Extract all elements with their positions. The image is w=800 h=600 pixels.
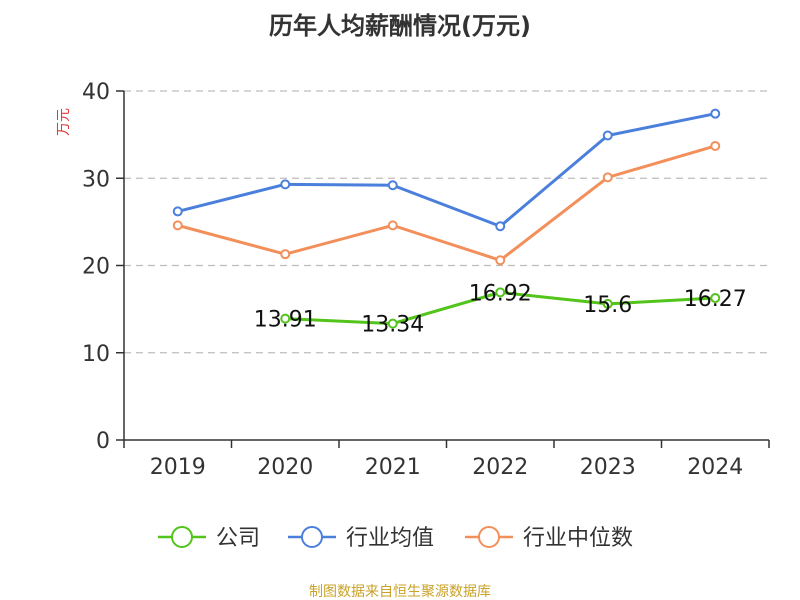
series-line-1	[177, 112, 716, 228]
x-tick-label: 2021	[365, 455, 421, 480]
axis-layer: 0 10 20 30 40 2019 2020 2021 2022 2023 2024	[82, 80, 770, 480]
data-point	[495, 255, 506, 266]
legend-marker	[301, 526, 323, 548]
legend-label: 行业均值	[346, 526, 434, 551]
data-point	[280, 179, 291, 190]
legend-label: 行业中位数	[523, 526, 633, 551]
x-tick-label: 2022	[472, 455, 528, 480]
data-point	[710, 140, 721, 151]
y-tick-label: 0	[96, 429, 110, 454]
data-label-layer: 13.91 13.34 16.92 15.6 16.27	[254, 281, 747, 337]
data-label: 13.91	[254, 308, 317, 333]
data-point	[495, 221, 506, 232]
data-label: 16.92	[469, 281, 532, 306]
y-axis-label: 万元	[56, 108, 72, 136]
data-label: 16.27	[684, 287, 747, 312]
data-label: 15.6	[583, 293, 632, 318]
data-label: 13.34	[361, 313, 424, 338]
data-point	[387, 318, 398, 329]
x-tick-label: 2023	[580, 455, 636, 480]
data-point	[495, 287, 506, 298]
data-point	[710, 108, 721, 119]
legend: 公司 行业均值 行业中位数	[158, 526, 633, 551]
source-note: 制图数据来自恒生聚源数据库	[309, 584, 491, 600]
chart-title: 历年人均薪酬情况(万元)	[269, 12, 531, 40]
series-line-2	[177, 144, 716, 262]
legend-marker	[478, 526, 500, 548]
data-point	[387, 220, 398, 231]
data-point	[602, 172, 613, 183]
series-layer	[172, 108, 721, 329]
y-tick-label: 20	[82, 255, 110, 280]
data-point	[710, 293, 721, 304]
data-point	[602, 298, 613, 309]
data-point	[602, 130, 613, 141]
y-tick-label: 30	[82, 167, 110, 192]
data-point	[280, 249, 291, 260]
x-tick-label: 2020	[257, 455, 313, 480]
x-tick-label: 2019	[150, 455, 206, 480]
legend-marker	[171, 526, 193, 548]
data-point	[387, 180, 398, 191]
y-tick-label: 40	[82, 80, 110, 105]
data-point	[172, 206, 183, 217]
legend-label: 公司	[216, 526, 260, 551]
x-tick-label: 2024	[687, 455, 743, 480]
y-tick-label: 10	[82, 342, 110, 367]
grid-layer	[124, 90, 769, 354]
data-point	[172, 220, 183, 231]
data-point	[280, 313, 291, 324]
